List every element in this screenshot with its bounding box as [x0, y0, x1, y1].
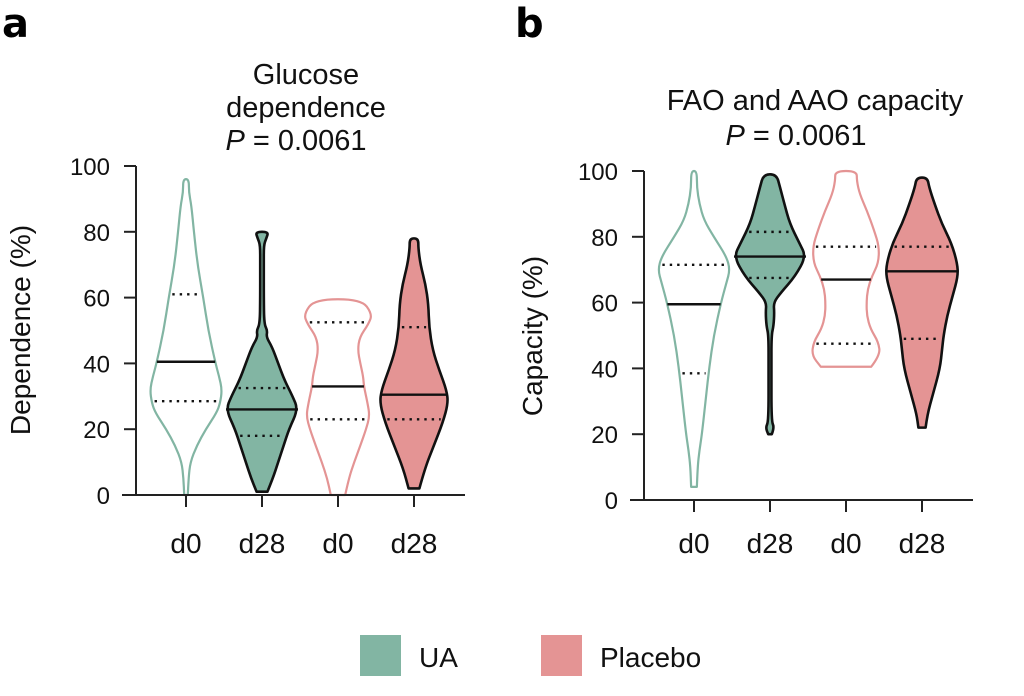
y-tick-label: 40 [83, 351, 110, 378]
panel-b-y-ticks: 0 20 40 60 80 100 [578, 159, 644, 515]
y-tick-label: 0 [605, 488, 618, 515]
violin-placebo-d0 [811, 169, 881, 368]
panel-a-violins [149, 178, 449, 497]
panel-b-y-axis-label: Capacity (%) [517, 256, 548, 416]
y-tick-label: 100 [578, 159, 618, 186]
y-tick-label: 0 [97, 483, 110, 510]
y-tick-label: 60 [591, 291, 618, 318]
x-tick-label: d28 [747, 528, 794, 559]
x-tick-label: d28 [239, 528, 286, 559]
x-tick-label: d0 [678, 528, 709, 559]
violin-body [149, 178, 223, 497]
p-label: P [225, 125, 245, 157]
violin-ua-d28 [734, 172, 806, 436]
y-tick-label: 80 [591, 225, 618, 252]
panel-letter-a: a [2, 1, 29, 47]
panel-a-title-line-1: Glucose [253, 59, 359, 91]
y-tick-label: 20 [591, 422, 618, 449]
violin-placebo-d28 [379, 237, 449, 490]
x-tick-label: d28 [899, 528, 946, 559]
panel-a-axes [122, 166, 465, 507]
y-tick-label: 80 [83, 220, 110, 247]
legend-swatch-ua [360, 635, 401, 676]
panel-b-axes [630, 171, 973, 512]
x-tick-label: d0 [322, 528, 353, 559]
x-tick-label: d0 [830, 528, 861, 559]
panel-a-p-value: P = 0.0061 [225, 125, 366, 157]
violin-body [811, 169, 881, 368]
x-tick-label: d0 [170, 528, 201, 559]
violin-body [379, 237, 449, 490]
panel-a-y-axis-label: Dependence (%) [5, 225, 36, 435]
legend: UA Placebo [360, 635, 701, 676]
p-label: P [725, 120, 745, 152]
legend-label-ua: UA [419, 642, 458, 673]
legend-label-placebo: Placebo [600, 642, 701, 673]
violin-body [734, 172, 806, 436]
y-tick-label: 60 [83, 286, 110, 313]
panel-a-y-ticks: 0 20 40 60 80 100 [70, 154, 136, 510]
panel-b: b FAO and AAO capacity P = 0.0061 Capaci… [515, 1, 973, 559]
y-tick-label: 20 [83, 417, 110, 444]
violin-body [304, 298, 372, 497]
legend-swatch-placebo [541, 635, 582, 676]
p-value: = 0.0061 [753, 120, 867, 152]
violin-body [885, 176, 959, 429]
violin-placebo-d0 [304, 298, 372, 497]
panel-a-x-labels: d0 d28 d0 d28 [170, 528, 437, 559]
panel-letter-b: b [515, 1, 544, 47]
panel-a: a Glucose dependence P = 0.0061 Dependen… [2, 1, 465, 559]
violin-ua-d0 [149, 178, 223, 497]
panel-b-x-labels: d0 d28 d0 d28 [678, 528, 945, 559]
panel-b-p-value: P = 0.0061 [725, 120, 866, 152]
panel-b-violins [657, 169, 959, 488]
x-tick-label: d28 [391, 528, 438, 559]
y-tick-label: 100 [70, 154, 110, 181]
panel-b-title-line-1: FAO and AAO capacity [667, 85, 964, 117]
violin-placebo-d28 [885, 176, 959, 429]
p-value: = 0.0061 [253, 125, 367, 157]
panel-a-title-line-2: dependence [226, 92, 386, 124]
violin-body [226, 230, 298, 494]
y-tick-label: 40 [591, 356, 618, 383]
violin-ua-d0 [657, 169, 731, 488]
violin-body [657, 169, 731, 488]
violin-ua-d28 [226, 230, 298, 494]
